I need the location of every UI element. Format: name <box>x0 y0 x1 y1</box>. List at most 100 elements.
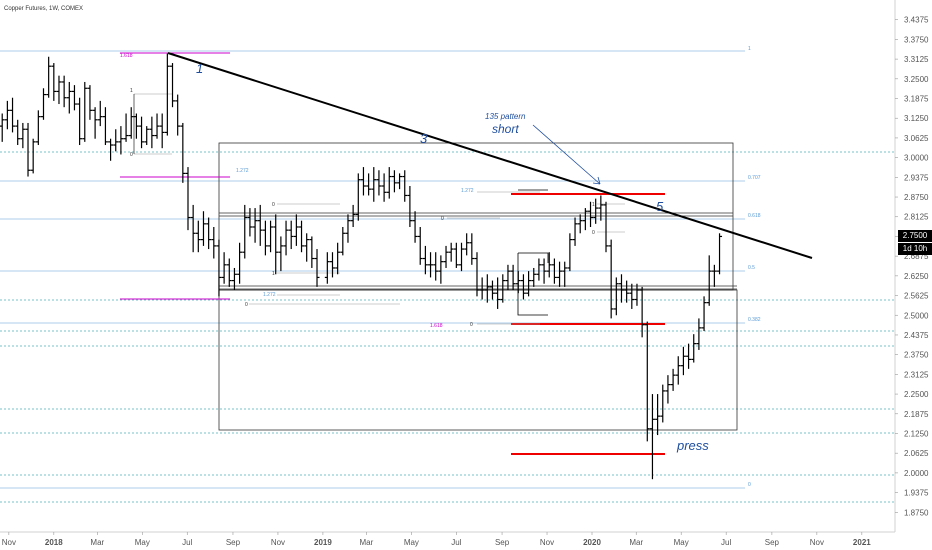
ohlc-bar <box>459 242 465 272</box>
wave-label-5: 5 <box>656 199 664 214</box>
ohlc-bar <box>242 204 248 259</box>
x-tick-label: May <box>135 538 150 547</box>
fib-label-0: 0 <box>748 482 751 488</box>
ohlc-bar <box>443 245 449 268</box>
ohlc-bar <box>304 233 310 262</box>
ohlc-bar <box>567 233 573 272</box>
short-label: short <box>492 122 519 136</box>
ohlc-bar <box>603 201 609 253</box>
y-tick-label: 2.1250 <box>904 429 929 438</box>
y-tick-label: 2.5000 <box>904 311 929 320</box>
bar-countdown-badge: 1d 10h <box>898 243 932 256</box>
ohlc-bar <box>273 214 279 275</box>
ohlc-bar <box>495 277 501 309</box>
y-tick-label: 2.0000 <box>904 469 929 478</box>
x-tick-label: Sep <box>226 538 241 547</box>
ohlc-bar <box>484 274 490 303</box>
pattern-arrow-line <box>532 124 601 185</box>
y-tick-label: 3.1250 <box>904 114 929 123</box>
ohlc-bar <box>206 217 212 250</box>
ohlc-bar <box>309 236 315 268</box>
y-tick-label: 3.3750 <box>904 35 929 44</box>
ohlc-bar <box>371 167 377 202</box>
x-tick-label: Nov <box>810 538 824 547</box>
y-tick-label: 2.9375 <box>904 173 929 182</box>
ohlc-bar <box>293 214 299 246</box>
ohlc-bar <box>149 116 155 149</box>
x-tick-label: Jul <box>451 538 461 547</box>
ohlc-bar <box>680 346 686 376</box>
ohlc-bar <box>4 100 10 130</box>
y-tick-label: 2.4375 <box>904 331 929 340</box>
ohlc-bar <box>696 318 702 350</box>
ohlc-bar <box>360 167 366 196</box>
ohlc-bar <box>448 242 454 262</box>
ohlc-bar <box>66 81 72 114</box>
guide-label-1c: 1 <box>592 202 595 208</box>
y-tick-label: 2.3125 <box>904 370 929 379</box>
ohlc-bar <box>102 107 108 146</box>
ohlc-bar <box>660 384 666 423</box>
ohlc-bar <box>686 343 692 369</box>
ohlc-bar <box>211 226 217 259</box>
ohlc-bar <box>252 208 258 243</box>
x-tick-label: 2021 <box>853 538 871 547</box>
ohlc-bar <box>87 85 93 120</box>
fib-label-1272-a: 1.272 <box>236 168 249 174</box>
ohlc-bar <box>531 267 537 287</box>
fib-label-05: 0.5 <box>748 265 755 271</box>
ohlc-bar <box>247 208 253 237</box>
guide-label-0b: 0 <box>272 202 275 208</box>
ohlc-bar <box>422 245 428 275</box>
ohlc-bar <box>551 258 557 284</box>
ohlc-bar <box>691 334 697 363</box>
resistance-trendline <box>167 52 813 259</box>
ohlc-bar <box>185 167 191 231</box>
ohlc-bar <box>123 113 129 142</box>
guide-label-0c: 0 <box>245 302 248 308</box>
ohlc-bar <box>46 56 52 98</box>
fib-label-1618-b: 1.618 <box>430 323 443 329</box>
ohlc-bar <box>665 375 671 404</box>
ohlc-bar <box>433 252 439 281</box>
fib-guides <box>134 93 625 325</box>
ohlc-bar <box>180 122 186 183</box>
press-label: press <box>676 438 709 453</box>
ohlc-bar <box>35 110 41 146</box>
ohlc-bar <box>139 116 145 149</box>
fib-label-1272-c: 1.272 <box>263 292 276 298</box>
ohlc-bar <box>314 249 320 287</box>
fib-labels: 1 0.707 0.618 0.5 0.382 0 1.272 1.272 1.… <box>120 46 761 488</box>
ohlc-bar <box>133 113 139 139</box>
guide-label-0e: 0 <box>470 322 473 328</box>
y-tick-label: 2.1875 <box>904 410 929 419</box>
ohlc-bar <box>15 119 21 146</box>
ohlc-bar <box>670 368 676 391</box>
ohlc-bar <box>82 81 88 142</box>
price-bars <box>0 53 723 480</box>
ohlc-bar <box>268 220 274 253</box>
guide-label-0d: 0 <box>441 216 444 222</box>
ohlc-bar <box>541 258 547 284</box>
y-tick-label: 3.2500 <box>904 75 929 84</box>
ohlc-bar <box>128 107 134 139</box>
ohlc-bar <box>546 252 552 278</box>
ohlc-bar <box>159 113 165 149</box>
ohlc-bar <box>71 85 77 111</box>
ohlc-bar <box>61 75 67 108</box>
x-axis-ticks: Nov 2018 Mar May Jul Sep Nov 2019 Mar May Jul Sep No… <box>2 532 871 547</box>
ohlc-bar <box>598 195 604 221</box>
ohlc-bar <box>417 226 423 265</box>
ohlc-bar <box>278 236 284 272</box>
ohlc-bar <box>231 267 237 291</box>
fib-label-1272-b: 1.272 <box>461 188 474 194</box>
last-price-badge: 2.7500 <box>898 230 932 243</box>
ohlc-bar <box>582 208 588 231</box>
y-tick-label: 2.5625 <box>904 292 929 301</box>
ohlc-bar <box>706 255 712 306</box>
ohlc-bar <box>335 242 341 275</box>
ohlc-bar <box>618 274 624 303</box>
ohlc-bar <box>593 198 599 224</box>
